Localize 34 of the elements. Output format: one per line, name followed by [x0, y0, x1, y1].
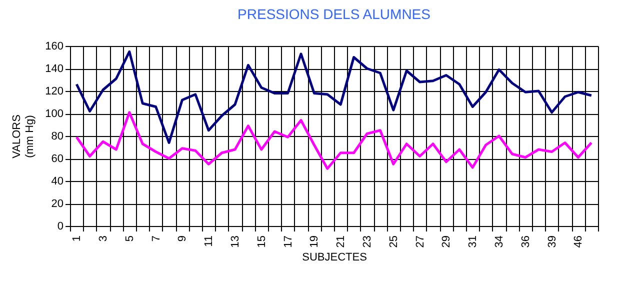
x-tick-label: 17	[282, 236, 294, 248]
y-tick-label: 40	[51, 176, 64, 188]
x-axis-title: SUBJECTES	[302, 252, 367, 264]
x-tick-label: 5	[124, 236, 136, 242]
x-tick-label: 21	[335, 236, 348, 248]
y-axis-title: VALORS (mm Hg)	[11, 114, 36, 158]
x-tick-label: 23	[362, 236, 374, 248]
x-tick-label: 46	[572, 236, 585, 248]
y-tick-label: 80	[51, 130, 64, 142]
line-series	[75, 50, 593, 144]
x-tick-label: 34	[494, 236, 506, 248]
x-tick-label: 29	[440, 236, 453, 248]
x-tick-label: 31	[467, 236, 480, 248]
x-tick-label: 25	[388, 236, 400, 248]
x-tick-label: 19	[308, 236, 321, 248]
y-tick-label: 0	[57, 220, 64, 232]
x-tick-label: 7	[150, 236, 162, 242]
y-tick-label: 60	[51, 153, 64, 165]
x-tick-label: 3	[98, 236, 110, 242]
x-tick-label: 1	[71, 236, 84, 242]
y-tick-label: 20	[51, 198, 64, 210]
x-tick-label: 27	[414, 236, 426, 248]
x-tick-label: 11	[203, 236, 216, 247]
x-tick-label: 13	[230, 236, 242, 248]
x-tick-label: 36	[520, 236, 532, 248]
y-tick-label: 120	[45, 86, 64, 98]
y-tick-label: 100	[45, 108, 64, 120]
x-tick-label: 15	[256, 236, 268, 248]
line-series	[75, 111, 593, 170]
y-tick-label: 140	[45, 63, 64, 75]
chart-title: PRESSIONS DELS ALUMNES	[238, 6, 430, 22]
y-tick-label: 160	[45, 40, 64, 52]
x-tick-label: 39	[546, 236, 558, 248]
x-tick-label: 9	[176, 236, 189, 242]
